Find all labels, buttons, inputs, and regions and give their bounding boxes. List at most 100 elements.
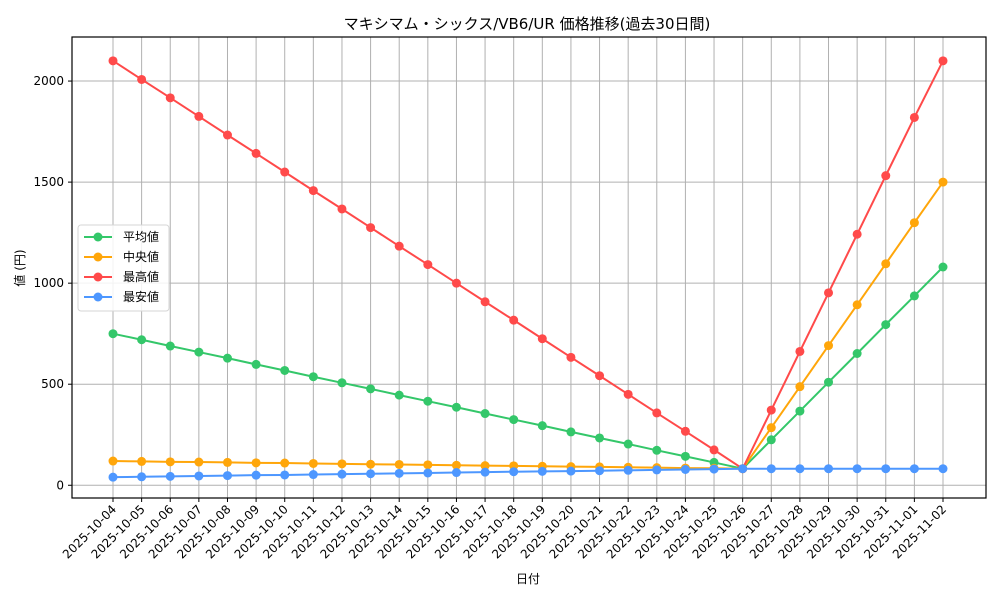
data-point-marker [881, 171, 891, 181]
data-point-marker [623, 465, 633, 475]
data-point-marker [394, 468, 404, 478]
data-point-marker [137, 74, 147, 84]
data-point-marker [366, 459, 376, 469]
legend-label: 平均値 [123, 229, 159, 244]
data-point-marker [881, 320, 891, 330]
legend-marker-swatch [93, 252, 103, 262]
data-point-marker [766, 435, 776, 445]
data-point-marker [451, 402, 461, 412]
data-point-marker [652, 445, 662, 455]
data-point-marker [852, 464, 862, 474]
data-point-marker [222, 471, 232, 481]
data-point-marker [451, 460, 461, 470]
data-point-marker [509, 315, 519, 325]
data-point-marker [423, 460, 433, 470]
data-point-marker [108, 472, 118, 482]
legend-marker-swatch [93, 232, 103, 242]
data-point-marker [766, 405, 776, 415]
legend-label: 中央値 [123, 249, 159, 264]
series-2 [108, 56, 948, 474]
data-point-marker [251, 359, 261, 369]
data-point-marker [852, 348, 862, 358]
legend-box [77, 224, 170, 312]
data-point-marker [480, 297, 490, 307]
data-point-marker [251, 470, 261, 480]
data-point-marker [451, 278, 461, 288]
data-point-marker [280, 470, 290, 480]
data-point-marker [137, 456, 147, 466]
data-point-marker [165, 457, 175, 467]
data-point-marker [308, 458, 318, 468]
data-point-marker [709, 445, 719, 455]
data-point-marker [595, 371, 605, 381]
data-point-marker [222, 130, 232, 140]
data-point-marker [108, 329, 118, 339]
series-line [112, 181, 944, 470]
data-point-marker [423, 396, 433, 406]
data-point-marker [652, 465, 662, 475]
y-tick-label: 1000 [33, 276, 64, 290]
series-layer [108, 56, 948, 482]
data-point-marker [222, 353, 232, 363]
data-point-marker [909, 464, 919, 474]
data-point-marker [337, 459, 347, 469]
data-point-marker [795, 346, 805, 356]
y-tick-label: 1500 [33, 175, 64, 189]
data-point-marker [308, 470, 318, 480]
data-point-marker [909, 112, 919, 122]
data-point-marker [366, 223, 376, 233]
data-point-marker [938, 177, 948, 187]
y-tick-label: 500 [41, 377, 64, 391]
data-point-marker [394, 241, 404, 251]
data-point-marker [165, 471, 175, 481]
data-point-marker [595, 466, 605, 476]
data-point-marker [566, 466, 576, 476]
data-point-marker [137, 335, 147, 345]
x-axis: 2025-10-042025-10-052025-10-062025-10-07… [60, 498, 949, 561]
data-point-marker [680, 451, 690, 461]
data-point-marker [194, 457, 204, 467]
y-tick-label: 2000 [33, 74, 64, 88]
data-point-marker [795, 464, 805, 474]
chart-title: マキシマム・シックス/VB6/UR 価格推移(過去30日間) [344, 15, 711, 33]
data-point-marker [852, 229, 862, 239]
data-point-marker [165, 341, 175, 351]
data-point-marker [680, 465, 690, 475]
grid [72, 37, 986, 498]
data-point-marker [251, 148, 261, 158]
y-axis-label: 値 (円) [12, 249, 27, 286]
data-point-marker [280, 365, 290, 375]
legend-label: 最高値 [123, 269, 159, 284]
data-point-marker [824, 288, 834, 298]
data-point-marker [308, 186, 318, 196]
data-point-marker [938, 464, 948, 474]
data-point-marker [795, 406, 805, 416]
data-point-marker [795, 382, 805, 392]
data-point-marker [509, 467, 519, 477]
data-point-marker [194, 347, 204, 357]
data-point-marker [537, 466, 547, 476]
series-line [112, 467, 943, 479]
data-point-marker [595, 433, 605, 443]
series-line [112, 266, 944, 470]
data-point-marker [938, 56, 948, 66]
data-point-marker [709, 464, 719, 474]
data-point-marker [308, 372, 318, 382]
data-point-marker [623, 389, 633, 399]
data-point-marker [366, 384, 376, 394]
y-tick-label: 0 [56, 478, 64, 492]
data-point-marker [423, 468, 433, 478]
data-point-marker [909, 291, 919, 301]
data-point-marker [824, 341, 834, 351]
data-point-marker [909, 218, 919, 228]
data-point-marker [680, 426, 690, 436]
data-point-marker [423, 260, 433, 270]
data-point-marker [852, 300, 862, 310]
legend-marker-swatch [93, 272, 103, 282]
data-point-marker [394, 459, 404, 469]
data-point-marker [108, 456, 118, 466]
data-point-marker [251, 458, 261, 468]
